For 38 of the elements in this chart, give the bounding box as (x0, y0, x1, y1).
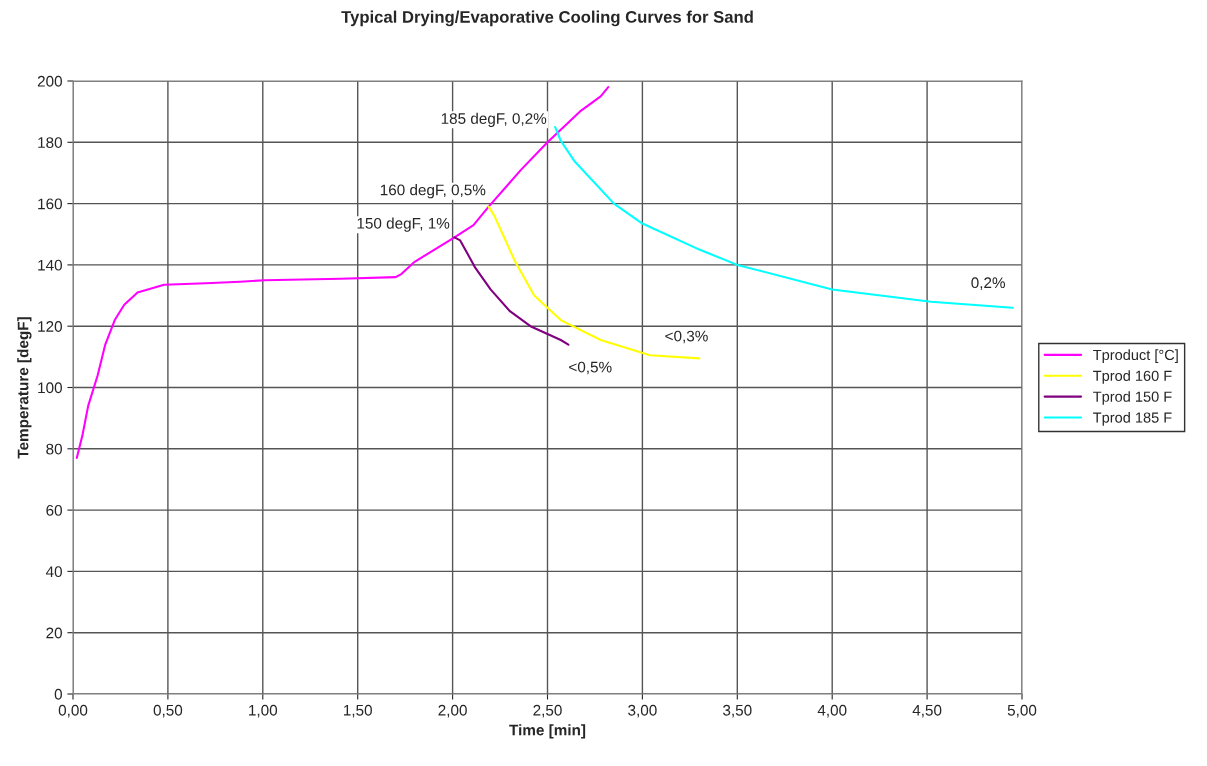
y-tick-label: 20 (46, 627, 62, 639)
x-tick-label: 4,00 (817, 704, 847, 718)
x-tick-label: 2,00 (438, 704, 467, 718)
annotation: <0,3% (665, 330, 708, 344)
y-axis-title: Temperature [degF] (17, 317, 32, 459)
legend-label: Tprod 185 F (1093, 412, 1172, 426)
legend-label: Tprod 160 F (1093, 370, 1172, 384)
y-tick-label: 200 (37, 75, 62, 87)
annotation: 185 degF, 0,2% (441, 112, 547, 127)
annotation: <0,5% (569, 361, 612, 375)
y-tick-label: 140 (38, 259, 62, 271)
x-tick-label: 0,50 (153, 704, 183, 718)
y-tick-label: 60 (46, 504, 62, 516)
x-tick-label: 1,50 (344, 704, 372, 718)
chart-title: Typical Drying/Evaporative Cooling Curves for Sand (341, 10, 753, 27)
annotation: 0,2% (971, 277, 1006, 290)
y-tick-label: 80 (46, 443, 62, 455)
x-tick-label: 3,00 (628, 704, 657, 718)
legend-label: Tprod 150 F (1093, 391, 1172, 405)
y-tick-label: 100 (38, 382, 62, 394)
line-series (453, 236, 570, 346)
annotation: 150 degF, 1% (357, 217, 450, 232)
y-tick-label: 180 (38, 137, 62, 148)
y-tick-label: 120 (38, 321, 62, 332)
x-tick-label: 2,50 (533, 704, 562, 718)
legend-label: Tproduct [°C] (1093, 349, 1178, 363)
x-tick-label: 0,00 (58, 704, 88, 718)
line-series (75, 86, 610, 460)
x-axis-title: Time [min] (509, 724, 586, 739)
x-tick-label: 4,50 (912, 704, 942, 718)
y-tick-label: 0 (54, 688, 62, 700)
x-tick-label: 3,50 (723, 704, 752, 718)
x-tick-label: 5,00 (1007, 704, 1037, 718)
annotation: 160 degF, 0,5% (380, 184, 486, 199)
x-tick-label: 1,00 (249, 704, 278, 718)
line-series (554, 125, 1014, 309)
y-tick-label: 160 (38, 198, 62, 210)
y-tick-label: 40 (45, 566, 62, 578)
